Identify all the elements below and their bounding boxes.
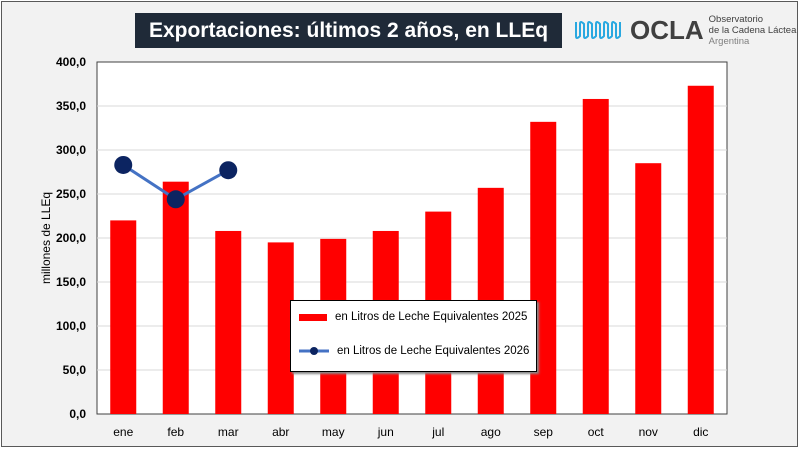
bar-2025-nov — [635, 163, 662, 414]
x-tick-label: feb — [167, 425, 184, 439]
legend-label-2025: en Litros de Leche Equivalentes 2025 — [335, 311, 528, 323]
x-tick-label: ago — [481, 425, 501, 439]
point-2026-ene — [114, 155, 133, 174]
y-tick-label: 250,0 — [56, 187, 86, 201]
bar-2025-feb — [162, 181, 189, 414]
x-tick-label: nov — [639, 425, 658, 439]
x-tick-label: may — [322, 425, 345, 439]
x-tick-label: jun — [377, 425, 394, 439]
x-tick-label: mar — [218, 425, 239, 439]
legend-swatch-line — [299, 347, 329, 355]
y-tick-label: 400,0 — [56, 55, 86, 69]
point-2026-feb — [166, 190, 185, 209]
legend: en Litros de Leche Equivalentes 2025 en … — [290, 300, 537, 372]
wave-logo-icon — [575, 21, 621, 39]
x-tick-label: abr — [272, 425, 289, 439]
logo-line1: Observatorio — [708, 13, 764, 25]
legend-label-2026: en Litros de Leche Equivalentes 2026 — [337, 345, 530, 357]
x-tick-label: jul — [431, 425, 444, 439]
y-tick-label: 100,0 — [56, 319, 86, 333]
legend-item-2026: en Litros de Leche Equivalentes 2026 — [299, 345, 529, 357]
bar-2025-mar — [215, 230, 242, 414]
bar-2025-oct — [582, 98, 609, 415]
logo-line2: de la Cadena Láctea — [708, 24, 797, 36]
bar-2025-dic — [687, 85, 714, 414]
x-tick-label: dic — [693, 425, 708, 439]
legend-item-2025: en Litros de Leche Equivalentes 2025 — [299, 311, 527, 323]
point-2026-mar — [219, 161, 238, 180]
y-tick-label: 200,0 — [56, 231, 86, 245]
bar-2025-abr — [267, 242, 294, 414]
ocla-logo: OCLA Observatorio de la Cadena Láctea Arge… — [574, 10, 796, 50]
logo-line3: Argentina — [708, 35, 750, 47]
y-tick-label: 150,0 — [56, 275, 86, 289]
y-tick-label: 350,0 — [56, 99, 86, 113]
x-tick-label: oct — [588, 425, 605, 439]
x-tick-label: sep — [534, 425, 554, 439]
x-tick-label: ene — [113, 425, 133, 439]
y-tick-label: 50,0 — [63, 363, 87, 377]
chart-title: Exportaciones: últimos 2 años, en LLEq — [135, 13, 562, 48]
y-tick-label: 0,0 — [69, 407, 86, 421]
legend-swatch-bar — [299, 313, 327, 321]
y-tick-label: 300,0 — [56, 143, 86, 157]
y-axis-label: millones de LLEq — [39, 192, 53, 284]
bar-2025-ene — [110, 220, 137, 414]
logo-brand: OCLA — [630, 14, 704, 45]
